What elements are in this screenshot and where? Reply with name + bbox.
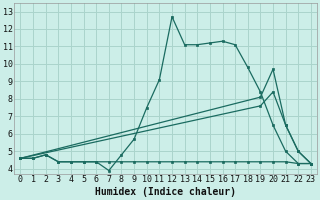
X-axis label: Humidex (Indice chaleur): Humidex (Indice chaleur) — [95, 187, 236, 197]
